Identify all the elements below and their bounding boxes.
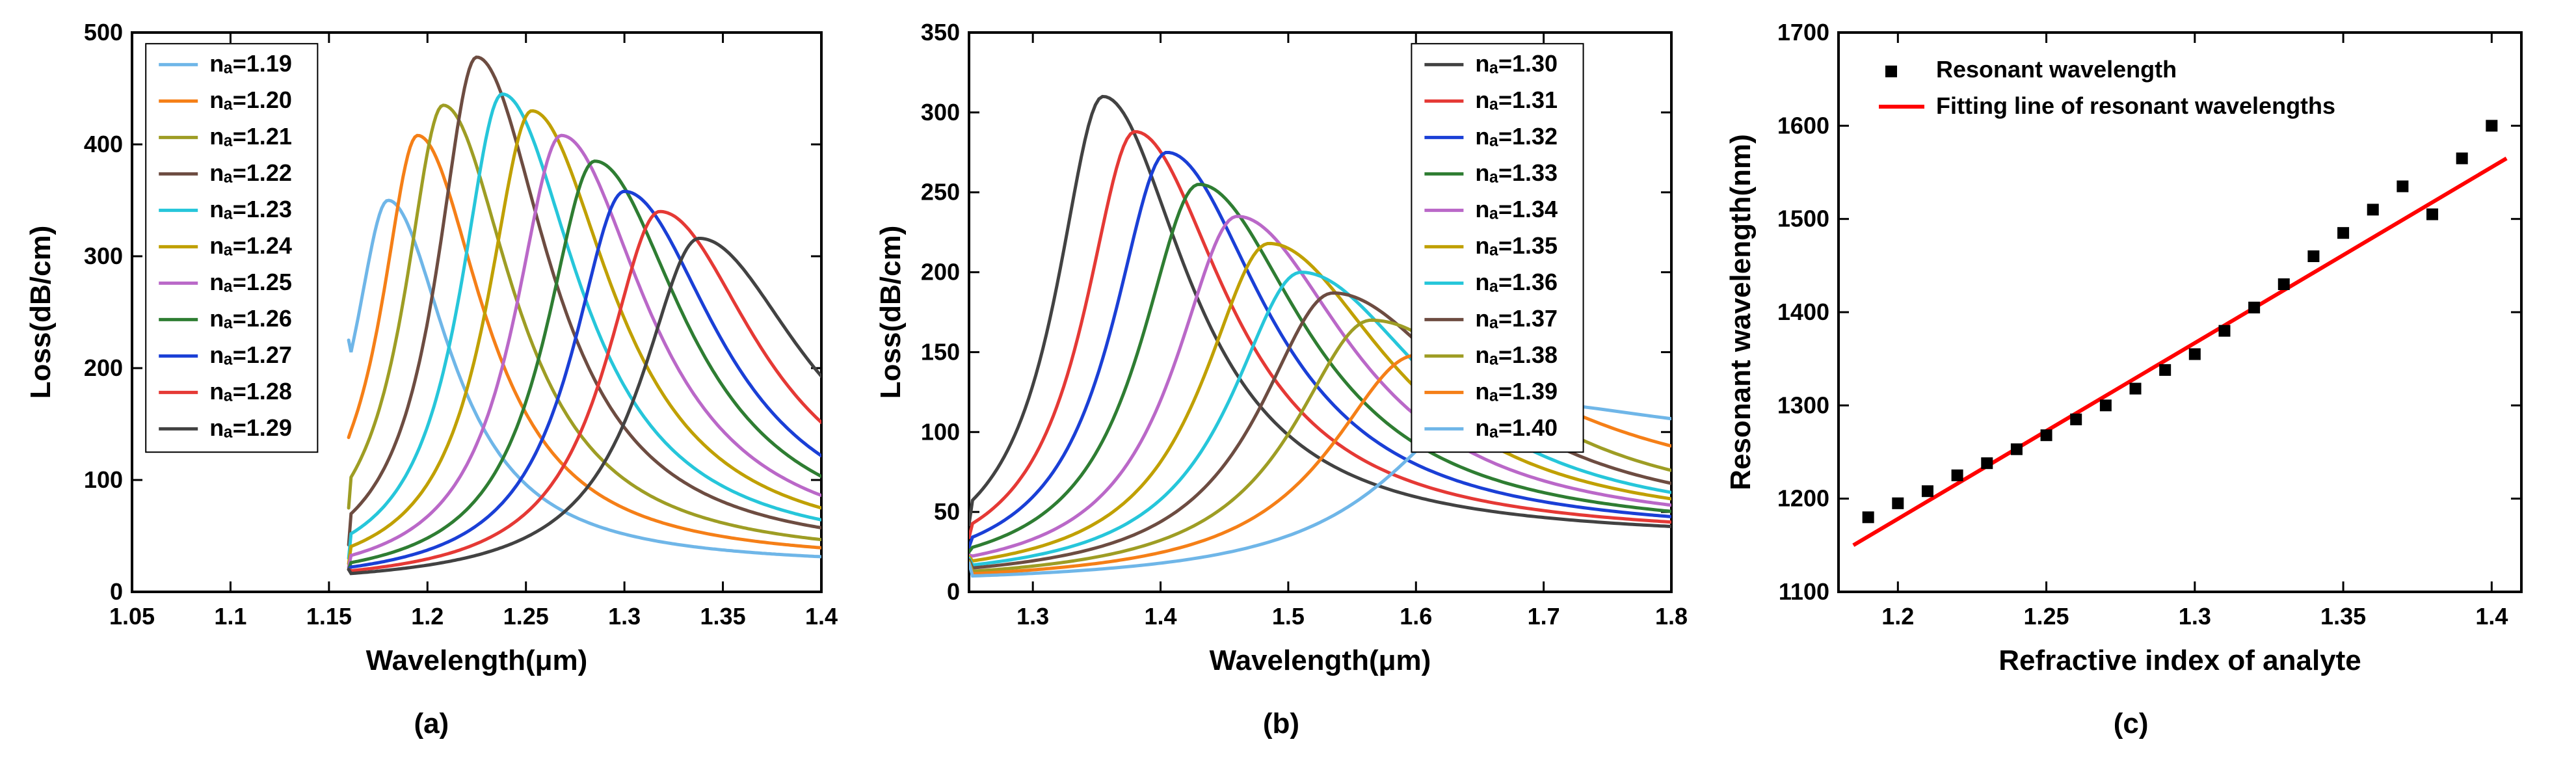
panel-b-caption: (b) xyxy=(1263,708,1299,740)
svg-text:Resonant wavelength(nm): Resonant wavelength(nm) xyxy=(1725,134,1757,490)
panel-a-wrap: 1.05 1.1 1.15 1.2 1.25 1.3 1.35 1.4 0 100 200 300 40… xyxy=(21,13,841,740)
panel-a-caption: (a) xyxy=(414,708,449,740)
svg-text:350: 350 xyxy=(921,19,960,46)
svg-text:nₐ=1.32: nₐ=1.32 xyxy=(1475,123,1558,150)
svg-text:100: 100 xyxy=(84,466,123,493)
svg-text:1.3: 1.3 xyxy=(1016,603,1049,630)
svg-text:1.25: 1.25 xyxy=(2023,603,2069,630)
svg-text:1.4: 1.4 xyxy=(805,603,838,630)
svg-text:1.2: 1.2 xyxy=(412,603,444,630)
panel-c: 1.2 1.25 1.3 1.35 1.4 1100 1200 1300 1400 1500 160… xyxy=(1721,13,2541,702)
svg-text:1700: 1700 xyxy=(1777,19,1829,46)
svg-text:1500: 1500 xyxy=(1777,206,1829,232)
svg-text:1.4: 1.4 xyxy=(1145,603,1177,630)
svg-text:1.3: 1.3 xyxy=(2178,603,2211,630)
svg-text:nₐ=1.38: nₐ=1.38 xyxy=(1475,341,1558,368)
svg-text:1.2: 1.2 xyxy=(1881,603,1914,630)
svg-text:nₐ=1.23: nₐ=1.23 xyxy=(210,196,293,222)
figure: 1.05 1.1 1.15 1.2 1.25 1.3 1.35 1.4 0 100 200 300 40… xyxy=(0,0,2562,747)
svg-text:200: 200 xyxy=(84,354,123,381)
svg-text:Loss(dB/cm): Loss(dB/cm) xyxy=(875,226,907,399)
svg-text:nₐ=1.24: nₐ=1.24 xyxy=(210,232,293,259)
svg-text:nₐ=1.40: nₐ=1.40 xyxy=(1475,414,1558,441)
svg-text:nₐ=1.20: nₐ=1.20 xyxy=(210,87,293,113)
svg-text:100: 100 xyxy=(921,418,960,445)
svg-text:nₐ=1.36: nₐ=1.36 xyxy=(1475,269,1558,295)
svg-text:nₐ=1.30: nₐ=1.30 xyxy=(1475,50,1558,77)
svg-text:Wavelength(μm): Wavelength(μm) xyxy=(1210,645,1431,676)
svg-text:50: 50 xyxy=(934,498,960,525)
svg-text:1.15: 1.15 xyxy=(306,603,352,630)
panel-b-wrap: 1.3 1.4 1.5 1.6 1.7 1.8 0 50 100 150 200 250 300 350 W… xyxy=(871,13,1691,740)
svg-text:nₐ=1.22: nₐ=1.22 xyxy=(210,159,293,186)
svg-text:1.3: 1.3 xyxy=(608,603,641,630)
svg-text:1.1: 1.1 xyxy=(215,603,247,630)
svg-text:nₐ=1.26: nₐ=1.26 xyxy=(210,305,293,332)
svg-text:Wavelength(μm): Wavelength(μm) xyxy=(366,645,588,676)
svg-text:500: 500 xyxy=(84,19,123,46)
svg-text:nₐ=1.25: nₐ=1.25 xyxy=(210,269,293,295)
svg-text:1100: 1100 xyxy=(1779,578,1829,605)
svg-text:nₐ=1.39: nₐ=1.39 xyxy=(1475,378,1558,405)
svg-text:1.4: 1.4 xyxy=(2475,603,2508,630)
panel-c-caption: (c) xyxy=(2114,708,2149,740)
svg-text:nₐ=1.31: nₐ=1.31 xyxy=(1475,87,1558,113)
svg-text:1400: 1400 xyxy=(1777,299,1829,325)
svg-text:300: 300 xyxy=(84,243,123,269)
svg-text:nₐ=1.37: nₐ=1.37 xyxy=(1475,305,1558,332)
svg-text:Resonant wavelength: Resonant wavelength xyxy=(1936,56,2177,83)
svg-text:Fitting line of resonant wavel: Fitting line of resonant wavelengths xyxy=(1936,92,2335,119)
svg-text:nₐ=1.19: nₐ=1.19 xyxy=(210,50,293,77)
svg-text:nₐ=1.27: nₐ=1.27 xyxy=(210,341,293,368)
svg-text:400: 400 xyxy=(84,131,123,157)
svg-text:250: 250 xyxy=(921,179,960,206)
svg-text:nₐ=1.35: nₐ=1.35 xyxy=(1475,232,1558,259)
svg-text:150: 150 xyxy=(921,338,960,365)
panel-c-wrap: 1.2 1.25 1.3 1.35 1.4 1100 1200 1300 1400 1500 160… xyxy=(1721,13,2541,740)
svg-text:Loss(dB/cm): Loss(dB/cm) xyxy=(25,226,57,399)
svg-text:nₐ=1.34: nₐ=1.34 xyxy=(1475,196,1558,222)
svg-text:1.7: 1.7 xyxy=(1528,603,1560,630)
svg-text:1300: 1300 xyxy=(1777,392,1829,418)
svg-text:Refractive index of analyte: Refractive index of analyte xyxy=(1998,645,2361,676)
svg-text:nₐ=1.33: nₐ=1.33 xyxy=(1475,159,1558,186)
svg-text:1.25: 1.25 xyxy=(503,603,549,630)
svg-text:nₐ=1.21: nₐ=1.21 xyxy=(210,123,293,150)
svg-text:1.35: 1.35 xyxy=(700,603,746,630)
svg-text:nₐ=1.28: nₐ=1.28 xyxy=(210,378,293,405)
svg-text:1.35: 1.35 xyxy=(2320,603,2366,630)
svg-text:0: 0 xyxy=(110,578,123,605)
panel-b: 1.3 1.4 1.5 1.6 1.7 1.8 0 50 100 150 200 250 300 350 W… xyxy=(871,13,1691,702)
svg-text:300: 300 xyxy=(921,99,960,126)
svg-text:1.6: 1.6 xyxy=(1400,603,1432,630)
panel-a: 1.05 1.1 1.15 1.2 1.25 1.3 1.35 1.4 0 100 200 300 40… xyxy=(21,13,841,702)
svg-text:1.8: 1.8 xyxy=(1655,603,1688,630)
svg-text:0: 0 xyxy=(947,578,960,605)
svg-text:200: 200 xyxy=(921,259,960,286)
svg-text:1200: 1200 xyxy=(1777,485,1829,512)
svg-text:1600: 1600 xyxy=(1777,112,1829,139)
svg-text:nₐ=1.29: nₐ=1.29 xyxy=(210,414,293,441)
svg-text:1.05: 1.05 xyxy=(109,603,155,630)
svg-text:1.5: 1.5 xyxy=(1272,603,1305,630)
